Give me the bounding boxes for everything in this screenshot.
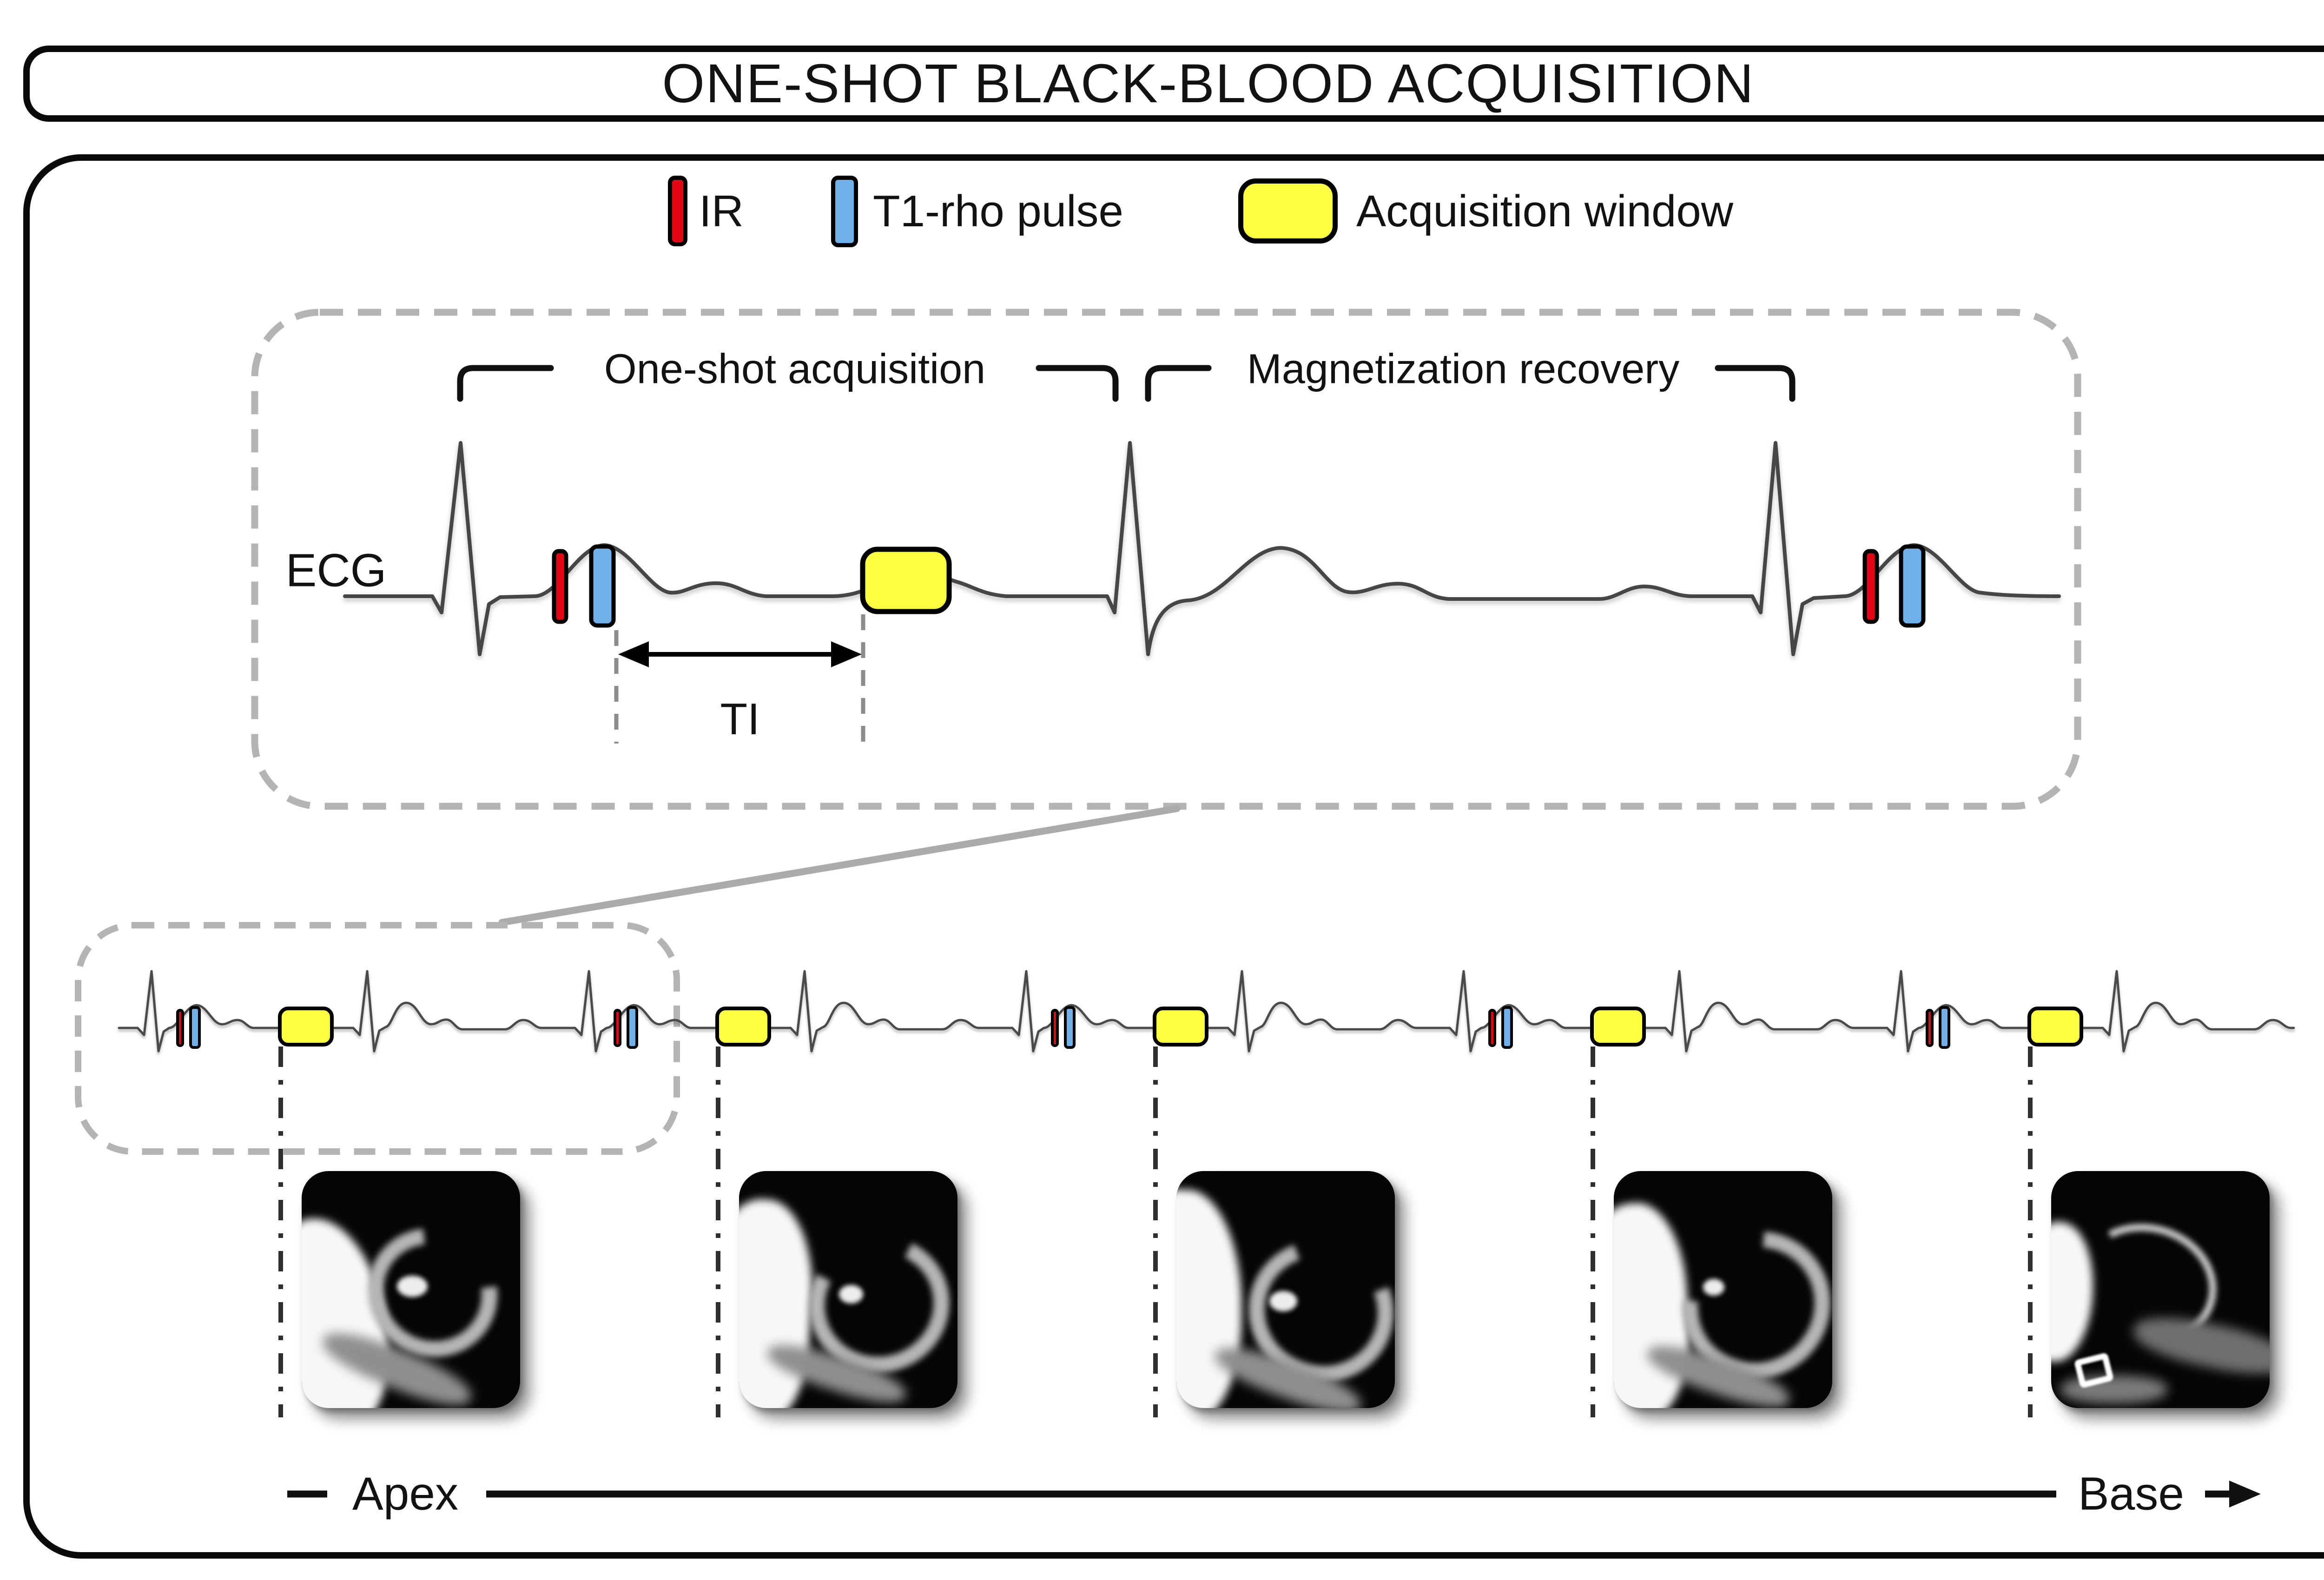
acquisition-window-strip-1 xyxy=(278,1007,334,1047)
ir-pulse-inset xyxy=(552,549,568,624)
acquisition-window-inset xyxy=(860,546,952,614)
t1rho-pulse-swatch xyxy=(831,176,858,247)
strip-pulse-symbols xyxy=(176,1006,2083,1049)
mri-slice-4 xyxy=(1614,1171,1832,1408)
t1rho-pulse-inset xyxy=(589,544,616,628)
strip-ecg-trace xyxy=(118,970,2295,1053)
oneshot-bracket xyxy=(457,365,1119,402)
apex-label: Apex xyxy=(352,1468,458,1520)
speckle-band xyxy=(2060,1376,2167,1403)
legend-label-t1rho: T1-rho pulse xyxy=(873,186,1123,236)
ti-label: TI xyxy=(720,694,760,744)
chest-wall-blob xyxy=(1176,1190,1241,1408)
recovery-bracket xyxy=(1145,365,1796,402)
t1rho-pulse-strip-1 xyxy=(189,1006,201,1049)
acquisition-window-strip-4 xyxy=(1590,1007,1646,1047)
ir-pulse-strip-3 xyxy=(1051,1009,1059,1047)
t1rho-pulse-strip-4 xyxy=(1501,1006,1513,1049)
apex-base-axis xyxy=(287,1481,2261,1508)
t1rho-pulse-strip-2 xyxy=(627,1006,638,1049)
legend-label-acquisition-window: Acquisition window xyxy=(1356,186,1734,236)
base-label: Base xyxy=(2078,1468,2184,1520)
ir-pulse-strip-1 xyxy=(176,1009,184,1047)
ir-pulse-inset-2 xyxy=(1862,549,1879,624)
mri-slice-2 xyxy=(739,1171,957,1408)
ir-pulse-swatch xyxy=(668,176,687,246)
title-bar: ONE-SHOT BLACK-BLOOD ACQUISITION xyxy=(23,46,2324,122)
bright-spot xyxy=(1269,1291,1297,1311)
ti-arrow-icon xyxy=(618,641,862,667)
acquisition-window-strip-2 xyxy=(715,1007,771,1047)
legend-label-ir: IR xyxy=(699,186,744,236)
acquisition-window-swatch xyxy=(1238,178,1338,244)
base-direction-arrow-icon xyxy=(2205,1481,2261,1508)
inset-ecg-trace xyxy=(343,441,2061,656)
acquisition-window-strip-5 xyxy=(2027,1007,2083,1047)
ecg-inset-dashed-box xyxy=(251,309,2081,810)
mri-slice-1 xyxy=(302,1171,520,1408)
bright-spot xyxy=(397,1276,428,1297)
mri-slice-3 xyxy=(1176,1171,1395,1408)
t1rho-pulse-strip-5 xyxy=(1939,1006,1950,1049)
bright-spot xyxy=(1703,1279,1724,1296)
zoom-connector-line xyxy=(498,805,1181,926)
bright-spot xyxy=(839,1285,863,1304)
mri-slice-5 xyxy=(2051,1171,2270,1408)
t1rho-pulse-strip-3 xyxy=(1064,1006,1076,1049)
t1rho-pulse-inset-2 xyxy=(1899,544,1926,628)
magnetization-recovery-label: Magnetization recovery xyxy=(1247,346,1680,393)
ir-pulse-strip-5 xyxy=(1926,1009,1934,1047)
ecg-label: ECG xyxy=(285,544,387,597)
ir-pulse-strip-4 xyxy=(1488,1009,1496,1047)
oneshot-acquisition-label: One-shot acquisition xyxy=(604,346,986,393)
slice-drop-lines xyxy=(278,1047,2033,1417)
figure-title: ONE-SHOT BLACK-BLOOD ACQUISITION xyxy=(662,53,1755,114)
acquisition-window-strip-3 xyxy=(1153,1007,1208,1047)
ir-pulse-strip-2 xyxy=(614,1009,621,1047)
